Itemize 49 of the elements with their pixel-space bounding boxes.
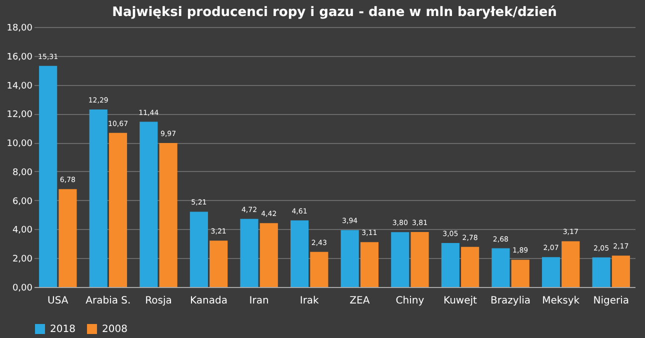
bar [492, 248, 510, 287]
y-tick-label: 6,00 [12, 196, 33, 207]
bar [441, 242, 460, 287]
x-tick-label: ZEA [350, 296, 370, 306]
y-tick-label: 8,00 [12, 168, 33, 178]
bar [542, 257, 560, 287]
bar [140, 122, 158, 287]
legend-label: 2018 [50, 324, 76, 335]
x-tick-label: Arabia S. [86, 296, 131, 306]
bar [290, 220, 309, 287]
bar [58, 189, 77, 287]
y-tick-label: 18,00 [6, 24, 33, 34]
y-tick-label: 14,00 [6, 81, 33, 92]
y-tick-label: 2,00 [12, 254, 33, 265]
x-tick-label: Brazylia [490, 296, 530, 306]
bar [592, 257, 610, 287]
bar [108, 132, 128, 287]
bar [511, 260, 530, 287]
y-tick-label: 16,00 [6, 52, 33, 62]
x-tick-label: Kuwejt [444, 296, 478, 306]
y-tick-label: 0,00 [12, 284, 33, 294]
bar [360, 242, 379, 287]
bar [562, 241, 580, 287]
bar [89, 109, 108, 287]
y-tick-label: 10,00 [6, 139, 33, 150]
y-tick-label: 4,00 [12, 226, 33, 236]
bar [410, 232, 429, 287]
x-tick-label: Iran [249, 296, 269, 306]
bar [461, 246, 480, 287]
x-tick-label: Rosja [145, 296, 172, 306]
x-tick-label: Meksyk [542, 296, 580, 306]
bar [39, 66, 58, 287]
bar [340, 230, 359, 287]
x-tick-label: Nigeria [593, 296, 629, 306]
bar [159, 142, 178, 287]
x-tick-label: Kanada [190, 296, 228, 306]
bar [391, 232, 410, 287]
bar [310, 252, 328, 287]
chart-title: Najwięksi producenci ropy i gazu - dane w mln baryłek/dzień [112, 5, 557, 20]
x-tick-label: Chiny [396, 296, 424, 306]
x-tick-label: USA [48, 296, 68, 306]
x-tick-label: Irak [300, 296, 320, 306]
bar [260, 223, 278, 287]
bar [210, 240, 228, 287]
y-tick-label: 12,00 [6, 110, 33, 120]
bar [612, 256, 630, 287]
bar [240, 218, 258, 287]
bar [190, 212, 208, 287]
legend-label: 2008 [102, 324, 128, 335]
